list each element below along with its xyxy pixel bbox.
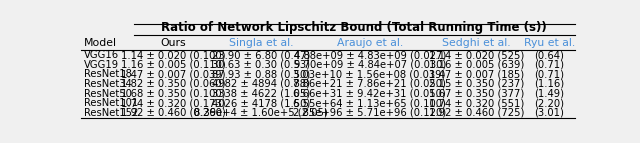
- Text: Ryu et al.: Ryu et al.: [524, 38, 575, 48]
- Text: 1.16 ± 0.005 (0.110): 1.16 ± 0.005 (0.110): [121, 60, 226, 70]
- Text: 2.15 ± 0.350 (237): 2.15 ± 0.350 (237): [429, 79, 524, 89]
- Text: Ours: Ours: [161, 38, 186, 48]
- Text: (1.49): (1.49): [534, 89, 564, 99]
- Text: VGG19: VGG19: [84, 60, 119, 70]
- Text: Model: Model: [84, 38, 117, 48]
- Text: 1.47 ± 0.007 (0.039): 1.47 ± 0.007 (0.039): [121, 69, 225, 79]
- Text: 23.90 ± 6.80 (0.47): 23.90 ± 6.80 (0.47): [212, 50, 310, 60]
- Text: 1.16 ± 0.005 (639): 1.16 ± 0.005 (639): [429, 60, 524, 70]
- Text: 2.85e+96 ± 5.71e+96 (0.120): 2.85e+96 ± 5.71e+96 (0.120): [293, 108, 446, 118]
- Text: VGG16: VGG16: [84, 50, 119, 60]
- Text: 30.63 ± 0.30 (0.53): 30.63 ± 0.30 (0.53): [212, 60, 310, 70]
- Text: 1.92 ± 0.460 (725): 1.92 ± 0.460 (725): [429, 108, 524, 118]
- Text: 1.74 ± 0.320 (551): 1.74 ± 0.320 (551): [429, 98, 524, 108]
- Text: ResNet34: ResNet34: [84, 79, 132, 89]
- Text: 4.88e+09 ± 4.83e+09 (0.027): 4.88e+09 ± 4.83e+09 (0.027): [294, 50, 446, 60]
- Text: 87.93 ± 0.88 (0.50): 87.93 ± 0.88 (0.50): [212, 69, 310, 79]
- Text: Singla et al.: Singla et al.: [228, 38, 293, 48]
- Text: Ratio of Network Lipschitz Bound (Total Running Time (s)): Ratio of Network Lipschitz Bound (Total …: [161, 21, 547, 34]
- Text: 1.74 ± 0.320 (0.173): 1.74 ± 0.320 (0.173): [121, 98, 225, 108]
- Text: 1.92 ± 0.460 (0.260): 1.92 ± 0.460 (0.260): [121, 108, 226, 118]
- Text: 6.55e+64 ± 1.13e+65 (0.100): 6.55e+64 ± 1.13e+65 (0.100): [293, 98, 446, 108]
- Text: ResNet50: ResNet50: [84, 89, 132, 99]
- Text: 1.82 ± 0.350 (0.060): 1.82 ± 0.350 (0.060): [121, 79, 225, 89]
- Text: 9.70e+09 ± 4.84e+07 (0.030): 9.70e+09 ± 4.84e+07 (0.030): [294, 60, 446, 70]
- Text: ResNet101: ResNet101: [84, 98, 138, 108]
- Text: 1.47 ± 0.007 (185): 1.47 ± 0.007 (185): [429, 69, 524, 79]
- Text: 1.14 ± 0.020 (0.100): 1.14 ± 0.020 (0.100): [121, 50, 225, 60]
- Text: (0.71): (0.71): [534, 69, 564, 79]
- Text: 7.86e+21 ± 7.86e+21 (0.050): 7.86e+21 ± 7.86e+21 (0.050): [293, 79, 446, 89]
- Text: Sedghi et al.: Sedghi et al.: [442, 38, 511, 48]
- Text: 6.66e+31 ± 9.42e+31 (0.050): 6.66e+31 ± 9.42e+31 (0.050): [293, 89, 446, 99]
- Text: Araujo et al.: Araujo et al.: [337, 38, 403, 48]
- Text: (0.64): (0.64): [534, 50, 564, 60]
- Text: 1.67 ± 0.350 (377): 1.67 ± 0.350 (377): [429, 89, 524, 99]
- Text: 3.03e+10 ± 1.56e+08 (0.039): 3.03e+10 ± 1.56e+08 (0.039): [294, 69, 446, 79]
- Text: 1.68 ± 0.350 (0.100): 1.68 ± 0.350 (0.100): [121, 89, 225, 99]
- Text: ResNet152: ResNet152: [84, 108, 138, 118]
- Text: 4026 ± 4178 (1.50): 4026 ± 4178 (1.50): [212, 98, 310, 108]
- Text: (1.16): (1.16): [534, 79, 564, 89]
- Text: (0.71): (0.71): [534, 60, 564, 70]
- Text: 4982 ± 4894 (0.88): 4982 ± 4894 (0.88): [212, 79, 310, 89]
- Text: 8.39e+4 ± 1.60e+5 (2.05): 8.39e+4 ± 1.60e+5 (2.05): [194, 108, 328, 118]
- Text: 3338 ± 4622 (1.05): 3338 ± 4622 (1.05): [212, 89, 310, 99]
- Text: (2.20): (2.20): [534, 98, 564, 108]
- Text: 1.14 ± 0.020 (525): 1.14 ± 0.020 (525): [429, 50, 524, 60]
- Text: ResNet18: ResNet18: [84, 69, 132, 79]
- Text: (3.01): (3.01): [534, 108, 564, 118]
